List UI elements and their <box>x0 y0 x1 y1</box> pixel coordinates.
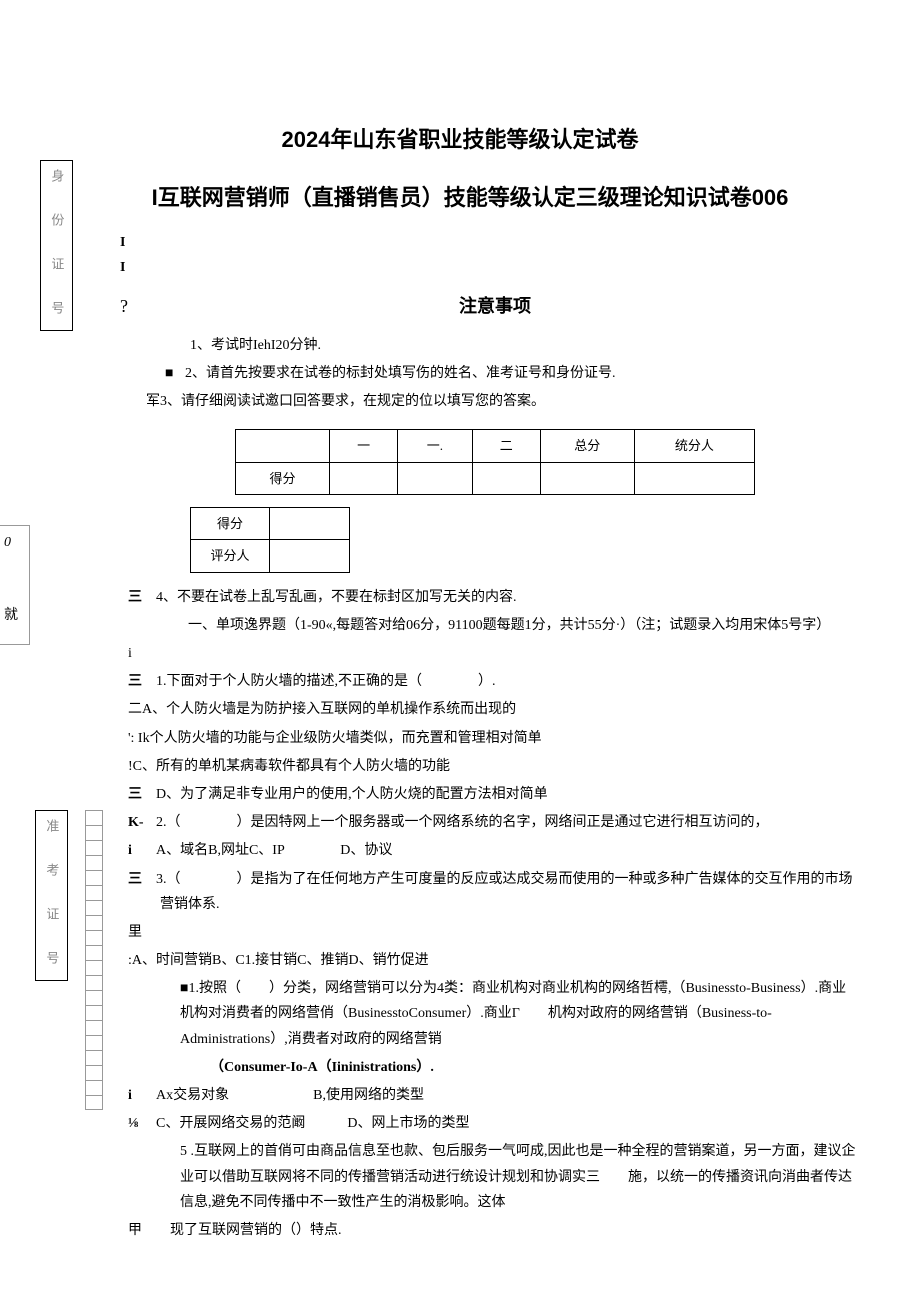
notice-item-4: 三4、不要在试卷上乱写乱画，不要在标封区加写无关的内容. <box>160 585 860 610</box>
side-box-2b: 就 <box>0 599 29 632</box>
q3-stem: 三3.（ ）是指为了在任何地方产生可度量的反应或达成交易而使用的一种或多种广告媒… <box>160 867 860 917</box>
score-h1: 一 <box>330 430 398 462</box>
page-subtitle: I互联网营销师（直播销售员）技能等级认定三级理论知识试卷006 <box>80 180 860 215</box>
score-row-label: 得分 <box>236 462 330 494</box>
side-ruler <box>85 810 103 1110</box>
q3-prefix-li: 里 <box>128 920 860 945</box>
small-score-r1: 得分 <box>191 507 270 539</box>
score-table: 一 一. 二 总分 统分人 得分 <box>235 429 755 495</box>
score-h0 <box>236 430 330 462</box>
q5-stem: 5 .互联网上的首俏可由商品信息至也款、包后服务一气呵成,因此也是一种全程的营销… <box>180 1139 860 1215</box>
score-c4 <box>540 462 634 494</box>
notice-item-3: 军3、请仔细阅读试邀口回答要求，在规定的位以填写您的答案。 <box>146 389 860 414</box>
score-c5 <box>634 462 754 494</box>
notice-title: 注意事项 <box>130 290 860 322</box>
q4-stem: ■1.按照（ ）分类，网络营销可以分为4类：商业机构对商业机构的网络哲樗,（Bu… <box>180 976 860 1052</box>
small-score-blank1 <box>270 507 350 539</box>
score-h5: 统分人 <box>634 430 754 462</box>
section-title: 一、单项逸界题（1-90«,每题答对给06分，91100题每题1分，共计55分·… <box>188 613 860 638</box>
q1-opt-c: !C、所有的单机某病毒软件都具有个人防火墙的功能 <box>128 754 860 779</box>
q4-opt-c: ⅛C、开展网络交易的范阚 D、网上市场的类型 <box>160 1111 860 1136</box>
score-h4: 总分 <box>540 430 634 462</box>
score-c2 <box>398 462 473 494</box>
small-score-r2: 评分人 <box>191 540 270 572</box>
q1-opt-a: 二A、个人防火墙是为防护接入互联网的单机操作系统而出现的 <box>128 697 860 722</box>
mark-question: ? <box>120 290 128 322</box>
q4-sub: （Consumer-Io-A（Iininistrations）. <box>210 1055 860 1080</box>
q1-opt-d: 三D、为了满足非专业用户的使用,个人防火烧的配置方法相对简单 <box>160 782 860 807</box>
notice-item-1: 1、考试时IehI20分钟. <box>190 333 860 358</box>
bullet-icon: ■ <box>165 361 185 386</box>
q3-opts: :A、时间营销B、C1.接甘销C、推销D、销竹促进 <box>128 948 860 973</box>
identity-number-box: 身 份 证 号 <box>40 160 73 331</box>
notice-item-2: ■2、请首先按要求在试卷的标封处填写伤的姓名、准考证号和身份证号. <box>190 361 860 386</box>
side-box-2a: 0 <box>0 526 29 559</box>
q1-stem: 三1.下面对于个人防火墙的描述,不正确的是（ ）. <box>160 669 860 694</box>
q2-opts: iA、域名B,网址C、IP D、协议 <box>160 838 860 863</box>
small-score-blank2 <box>270 540 350 572</box>
small-score-table: 得分 评分人 <box>190 507 350 573</box>
q2-stem: K-2.（ ）是因特网上一个服务器或一个网络系统的名字，网络间正是通过它进行相互… <box>160 810 860 835</box>
mark-I2: I <box>120 255 860 280</box>
exam-number-box: 准 考 证 号 <box>35 810 68 981</box>
side-box-2: 0 就 <box>0 525 30 645</box>
q1-stem-prefix-i: i <box>128 641 860 666</box>
score-h2: 一. <box>398 430 473 462</box>
page-title: 2024年山东省职业技能等级认定试卷 <box>60 120 860 160</box>
q1-opt-b: ': Ik个人防火墙的功能与企业级防火墙类似，而充置和管理相对简单 <box>128 726 860 751</box>
q4-opt-a: iAx交易对象 B,使用网络的类型 <box>160 1083 860 1108</box>
score-h3: 二 <box>472 430 540 462</box>
score-c1 <box>330 462 398 494</box>
q5-tail: 甲 现了互联网营销的（）特点. <box>128 1218 860 1243</box>
mark-I1: I <box>120 230 860 255</box>
score-c3 <box>472 462 540 494</box>
